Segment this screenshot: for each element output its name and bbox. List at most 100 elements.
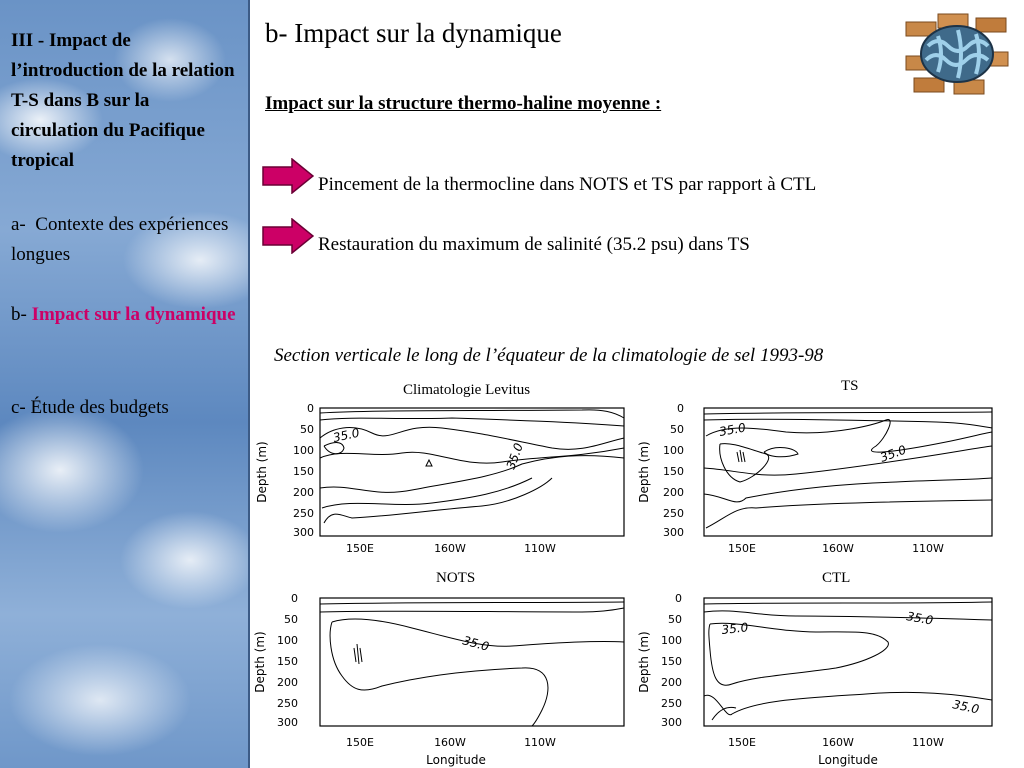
x-axis-label: Longitude	[818, 753, 878, 767]
sidebar-item-a-prefix: a-	[11, 214, 26, 235]
y-tick-label: 300	[661, 716, 682, 729]
y-axis-label: Depth (m)	[637, 631, 651, 692]
panel-title-ts: TS	[841, 378, 859, 394]
contour-label: 35.0	[718, 420, 747, 438]
y-tick-label: 150	[293, 465, 314, 478]
y-tick-label: 200	[277, 676, 298, 689]
page-title: b- Impact sur la dynamique	[265, 18, 562, 48]
contour-plot-ts: 0 50 100 150 200 250 300 Depth (m) 150E …	[637, 402, 993, 555]
sidebar-section-title: III - Impact de l’introduction de la rel…	[11, 30, 235, 171]
plot-axes	[319, 597, 625, 727]
y-tick-label: 200	[661, 676, 682, 689]
x-tick-label: 110W	[912, 736, 944, 749]
contour-labels: 35.0 35.0 35.0	[721, 609, 981, 716]
section-caption: Section verticale le long de l’équateur …	[274, 345, 824, 366]
x-tick-label: 150E	[728, 736, 756, 749]
y-tick-label: 300	[277, 716, 298, 729]
y-tick-label: 250	[661, 697, 682, 710]
y-tick-label: 50	[670, 423, 684, 436]
plot-axes	[319, 407, 625, 537]
contour-plot-levitus: 0 50 100 150 200 250 300 Depth (m) 150E …	[255, 402, 625, 555]
x-tick-labels: 150E 160W 110W	[728, 542, 944, 555]
x-tick-label: 150E	[346, 736, 374, 749]
y-tick-label: 100	[277, 634, 298, 647]
y-tick-label: 150	[663, 465, 684, 478]
y-tick-label: 250	[293, 507, 314, 520]
bullet-item: Pincement de la thermocline dans NOTS et…	[262, 158, 816, 196]
y-tick-labels: 0 50 100 150 200 250 300	[277, 592, 298, 729]
contour-plot-nots: 0 50 100 150 200 250 300 Depth (m) 150E …	[253, 592, 625, 767]
x-tick-labels: 150E 160W 110W	[346, 542, 556, 555]
sidebar-item-b-label: Impact sur la dynamique	[31, 304, 236, 325]
y-tick-label: 100	[661, 634, 682, 647]
bullet-text: Restauration du maximum de salinité (35.…	[318, 234, 750, 255]
y-tick-label: 250	[663, 507, 684, 520]
bullet-text: Pincement de la thermocline dans NOTS et…	[318, 174, 817, 195]
contour-lines	[319, 601, 625, 727]
panel-title-levitus: Climatologie Levitus	[403, 382, 531, 398]
y-tick-label: 0	[675, 592, 682, 605]
x-tick-label: 110W	[912, 542, 944, 555]
sidebar-item-c[interactable]: c- Étude des budgets	[11, 397, 169, 418]
y-tick-label: 100	[663, 444, 684, 457]
y-tick-label: 100	[293, 444, 314, 457]
y-tick-label: 200	[293, 486, 314, 499]
y-tick-label: 0	[307, 402, 314, 415]
y-tick-labels: 0 50 100 150 200 250 300	[293, 402, 314, 539]
y-tick-label: 300	[663, 526, 684, 539]
contour-plot-ctl: 0 50 100 150 200 250 300 Depth (m) 150E …	[637, 592, 993, 767]
sidebar-item-a[interactable]: a- Contexte des expériences longues	[11, 210, 239, 270]
contour-label: 35.0	[461, 633, 491, 654]
x-tick-label: 150E	[346, 542, 374, 555]
x-tick-label: 160W	[822, 542, 854, 555]
y-tick-label: 50	[300, 423, 314, 436]
plot-axes	[703, 597, 993, 727]
panel-title-ctl: CTL	[822, 570, 851, 586]
y-axis-label: Depth (m)	[637, 441, 651, 502]
y-tick-labels: 0 50 100 150 200 250 300	[661, 592, 682, 729]
x-tick-label: 160W	[822, 736, 854, 749]
y-tick-label: 150	[661, 655, 682, 668]
contour-label: 35.0	[332, 426, 361, 445]
x-tick-labels: 150E 160W 110W	[728, 736, 944, 749]
x-tick-label: 110W	[524, 542, 556, 555]
y-tick-label: 0	[291, 592, 298, 605]
contour-label: 35.0	[721, 620, 749, 637]
y-tick-label: 250	[277, 697, 298, 710]
contour-lines	[319, 409, 625, 524]
x-tick-labels: 150E 160W 110W	[346, 736, 556, 749]
bullet-item: Restauration du maximum de salinité (35.…	[262, 218, 750, 256]
panel-title-nots: NOTS	[436, 570, 476, 586]
contour-labels: 35.0	[461, 633, 491, 654]
y-tick-label: 200	[663, 486, 684, 499]
sidebar-item-b-prefix: b-	[11, 304, 27, 325]
y-axis-label: Depth (m)	[253, 631, 267, 692]
contour-labels: 35.0 35.0	[332, 426, 526, 471]
sidebar-item-a-label: Contexte des expériences longues	[11, 214, 229, 265]
sidebar-sky-background	[0, 0, 248, 768]
y-tick-label: 50	[284, 613, 298, 626]
sidebar-divider	[248, 0, 250, 768]
plot-axes	[703, 407, 993, 537]
x-tick-label: 160W	[434, 542, 466, 555]
x-tick-label: 150E	[728, 542, 756, 555]
contour-label: 35.0	[905, 609, 934, 627]
x-tick-label: 160W	[434, 736, 466, 749]
y-tick-label: 50	[668, 613, 682, 626]
y-tick-label: 150	[277, 655, 298, 668]
page-subtitle: Impact sur la structure thermo-haline mo…	[265, 93, 662, 114]
y-tick-labels: 0 50 100 150 200 250 300	[663, 402, 684, 539]
x-axis-label: Longitude	[426, 753, 486, 767]
brick-globe-logo-icon	[904, 12, 1010, 96]
y-tick-label: 0	[677, 402, 684, 415]
contour-label: 35.0	[504, 441, 526, 471]
right-arrow-icon	[262, 218, 314, 254]
contour-lines	[703, 601, 993, 721]
sidebar-item-b[interactable]: b- Impact sur la dynamique	[11, 300, 239, 330]
contour-lines	[703, 411, 993, 529]
y-axis-label: Depth (m)	[255, 441, 269, 502]
right-arrow-icon	[262, 158, 314, 194]
x-tick-label: 110W	[524, 736, 556, 749]
y-tick-label: 300	[293, 526, 314, 539]
contour-label: 35.0	[951, 697, 980, 716]
